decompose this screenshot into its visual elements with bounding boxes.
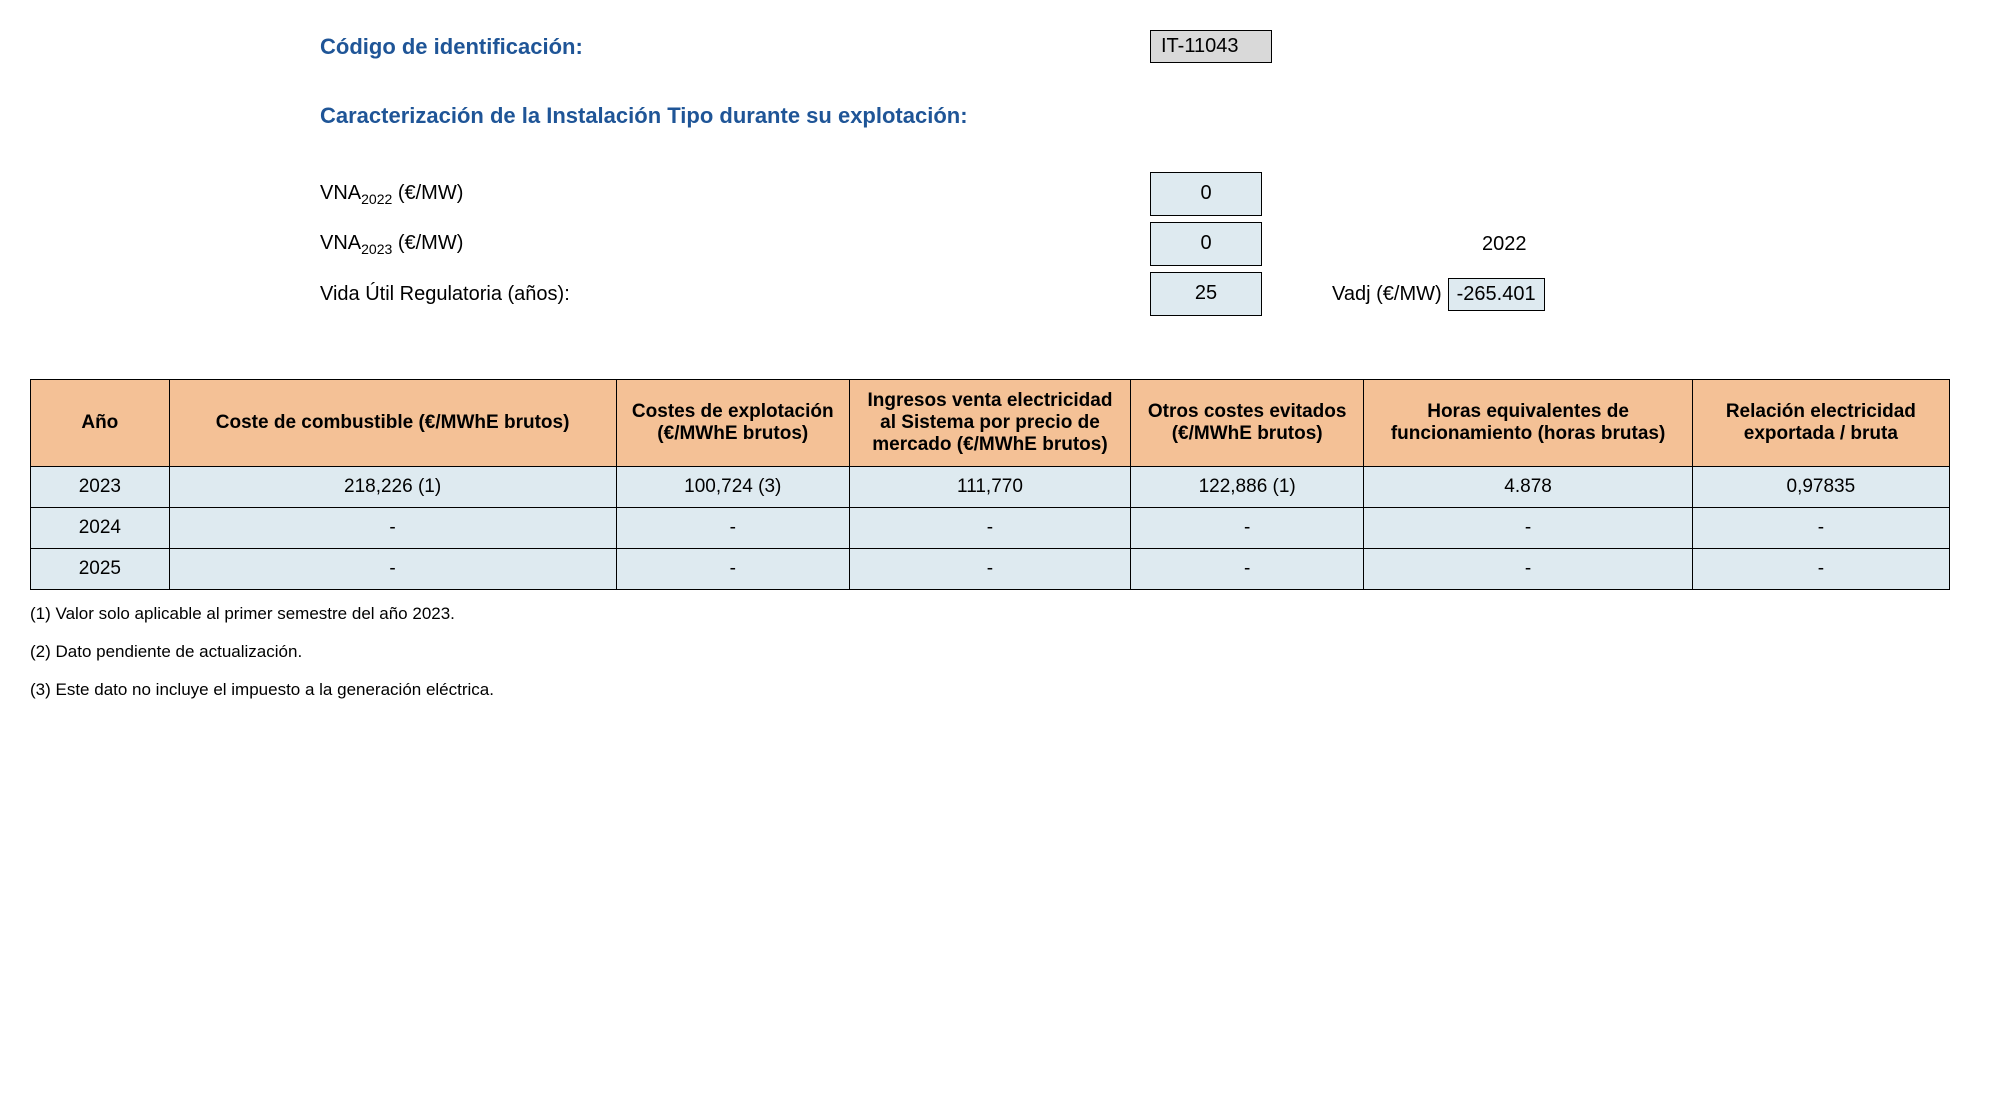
footnote: (2) Dato pendiente de actualización. [30, 642, 1970, 662]
table-cell: 218,226 (1) [169, 467, 616, 508]
side-year: 2022 [1482, 233, 1527, 256]
vida-value: 25 [1150, 272, 1262, 316]
vna2022-label: VNA2022 (€/MW) [320, 182, 1150, 207]
table-row: 2023218,226 (1)100,724 (3)111,770122,886… [31, 467, 1950, 508]
table-cell: - [1130, 549, 1364, 590]
table-cell: - [616, 508, 850, 549]
col-header: Costes de explotación (€/MWhE brutos) [616, 380, 850, 467]
col-header: Ingresos venta electricidad al Sistema p… [850, 380, 1131, 467]
table-cell: 2025 [31, 549, 170, 590]
section-title: Caracterización de la Instalación Tipo d… [320, 103, 1970, 129]
table-cell: - [1130, 508, 1364, 549]
footnote: (1) Valor solo aplicable al primer semes… [30, 604, 1970, 624]
table-row: 2024------ [31, 508, 1950, 549]
col-header: Relación electricidad exportada / bruta [1692, 380, 1949, 467]
table-cell: 111,770 [850, 467, 1131, 508]
table-cell: - [1692, 508, 1949, 549]
table-cell: - [1364, 549, 1692, 590]
table-row: 2025------ [31, 549, 1950, 590]
table-cell: 2023 [31, 467, 170, 508]
data-table: AñoCoste de combustible (€/MWhE brutos)C… [30, 379, 1950, 590]
table-cell: - [616, 549, 850, 590]
table-cell: - [850, 549, 1131, 590]
vida-label: Vida Útil Regulatoria (años): [320, 283, 1150, 306]
codigo-value: IT-11043 [1150, 30, 1272, 63]
col-header: Año [31, 380, 170, 467]
table-cell: - [169, 549, 616, 590]
table-cell: - [1364, 508, 1692, 549]
vna2023-label: VNA2023 (€/MW) [320, 232, 1150, 257]
col-header: Coste de combustible (€/MWhE brutos) [169, 380, 616, 467]
table-cell: 2024 [31, 508, 170, 549]
vna2023-value: 0 [1150, 222, 1262, 266]
col-header: Horas equivalentes de funcionamiento (ho… [1364, 380, 1692, 467]
vna2022-value: 0 [1150, 172, 1262, 216]
table-cell: 0,97835 [1692, 467, 1949, 508]
vadj-label: Vadj (€/MW) [1332, 283, 1442, 306]
footnote: (3) Este dato no incluye el impuesto a l… [30, 680, 1970, 700]
footnotes: (1) Valor solo aplicable al primer semes… [30, 604, 1970, 700]
table-cell: - [169, 508, 616, 549]
table-cell: - [1692, 549, 1949, 590]
col-header: Otros costes evitados (€/MWhE brutos) [1130, 380, 1364, 467]
codigo-label: Código de identificación: [320, 34, 1150, 60]
table-cell: 100,724 (3) [616, 467, 850, 508]
vadj-value: -265.401 [1448, 278, 1545, 311]
table-cell: 122,886 (1) [1130, 467, 1364, 508]
table-cell: 4.878 [1364, 467, 1692, 508]
table-cell: - [850, 508, 1131, 549]
